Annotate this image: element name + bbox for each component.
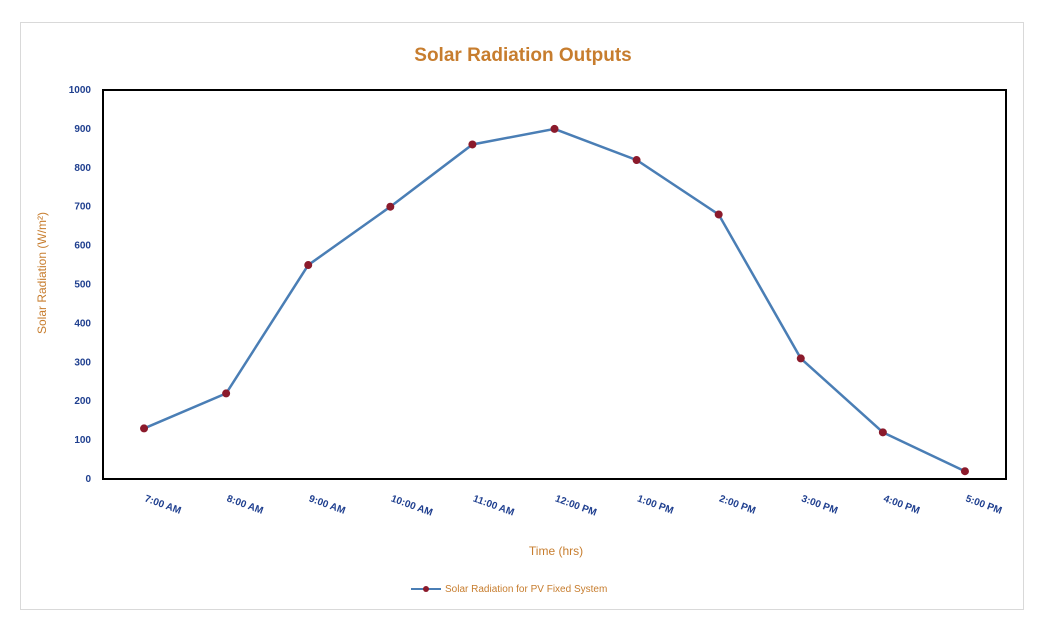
y-tick-label: 0 xyxy=(85,474,91,485)
y-tick-label: 500 xyxy=(74,280,91,291)
data-point xyxy=(386,202,395,211)
data-point xyxy=(304,261,313,270)
y-tick-label: 200 xyxy=(74,396,91,407)
y-tick-label: 700 xyxy=(74,202,91,213)
x-tick-label: 2:00 PM xyxy=(718,493,757,516)
data-point xyxy=(796,354,805,363)
x-tick-label: 8:00 AM xyxy=(225,493,264,516)
y-tick-label: 100 xyxy=(74,435,91,446)
data-point xyxy=(632,156,641,165)
y-axis-title: Solar Radiation (W/m²) xyxy=(35,212,49,334)
series-line xyxy=(143,127,966,473)
series-group xyxy=(140,124,969,476)
x-axis-ticks: 7:00 AM 8:00 AM 9:00 AM 10:00 AM 11:00 AM 12:… xyxy=(143,493,1003,518)
x-tick-label: 10:00 AM xyxy=(389,493,434,518)
data-point xyxy=(222,389,231,398)
data-point xyxy=(960,467,969,476)
x-tick-label: 11:00 AM xyxy=(471,493,515,518)
data-point xyxy=(550,124,559,133)
x-tick-label: 5:00 PM xyxy=(964,493,1003,516)
y-axis-ticks: 0 100 200 300 400 500 600 700 800 900 1000 xyxy=(69,85,92,485)
chart-frame: Solar Radiation Outputs Solar Radiation … xyxy=(20,22,1024,610)
y-tick-label: 600 xyxy=(74,241,91,252)
y-tick-label: 400 xyxy=(74,318,91,329)
y-tick-label: 1000 xyxy=(69,85,92,96)
x-tick-label: 1:00 PM xyxy=(636,493,675,516)
legend: Solar Radiation for PV Fixed System xyxy=(411,584,607,595)
legend-label: Solar Radiation for PV Fixed System xyxy=(445,584,607,595)
x-tick-label: 4:00 PM xyxy=(882,493,921,516)
legend-marker xyxy=(423,586,429,592)
y-tick-label: 300 xyxy=(74,357,91,368)
chart: Solar Radiation Outputs Solar Radiation … xyxy=(35,45,1007,595)
y-tick-label: 800 xyxy=(74,163,91,174)
data-point xyxy=(714,210,723,219)
data-point xyxy=(878,428,887,437)
x-tick-label: 12:00 PM xyxy=(553,493,598,518)
plot-area xyxy=(102,89,1007,480)
data-point xyxy=(140,424,149,433)
y-tick-label: 900 xyxy=(74,124,91,135)
x-tick-label: 9:00 AM xyxy=(307,493,346,516)
data-point xyxy=(468,140,477,149)
x-tick-label: 3:00 PM xyxy=(800,493,839,516)
x-axis-title: Time (hrs) xyxy=(529,544,583,558)
chart-title: Solar Radiation Outputs xyxy=(414,45,631,66)
x-tick-label: 7:00 AM xyxy=(143,493,182,516)
